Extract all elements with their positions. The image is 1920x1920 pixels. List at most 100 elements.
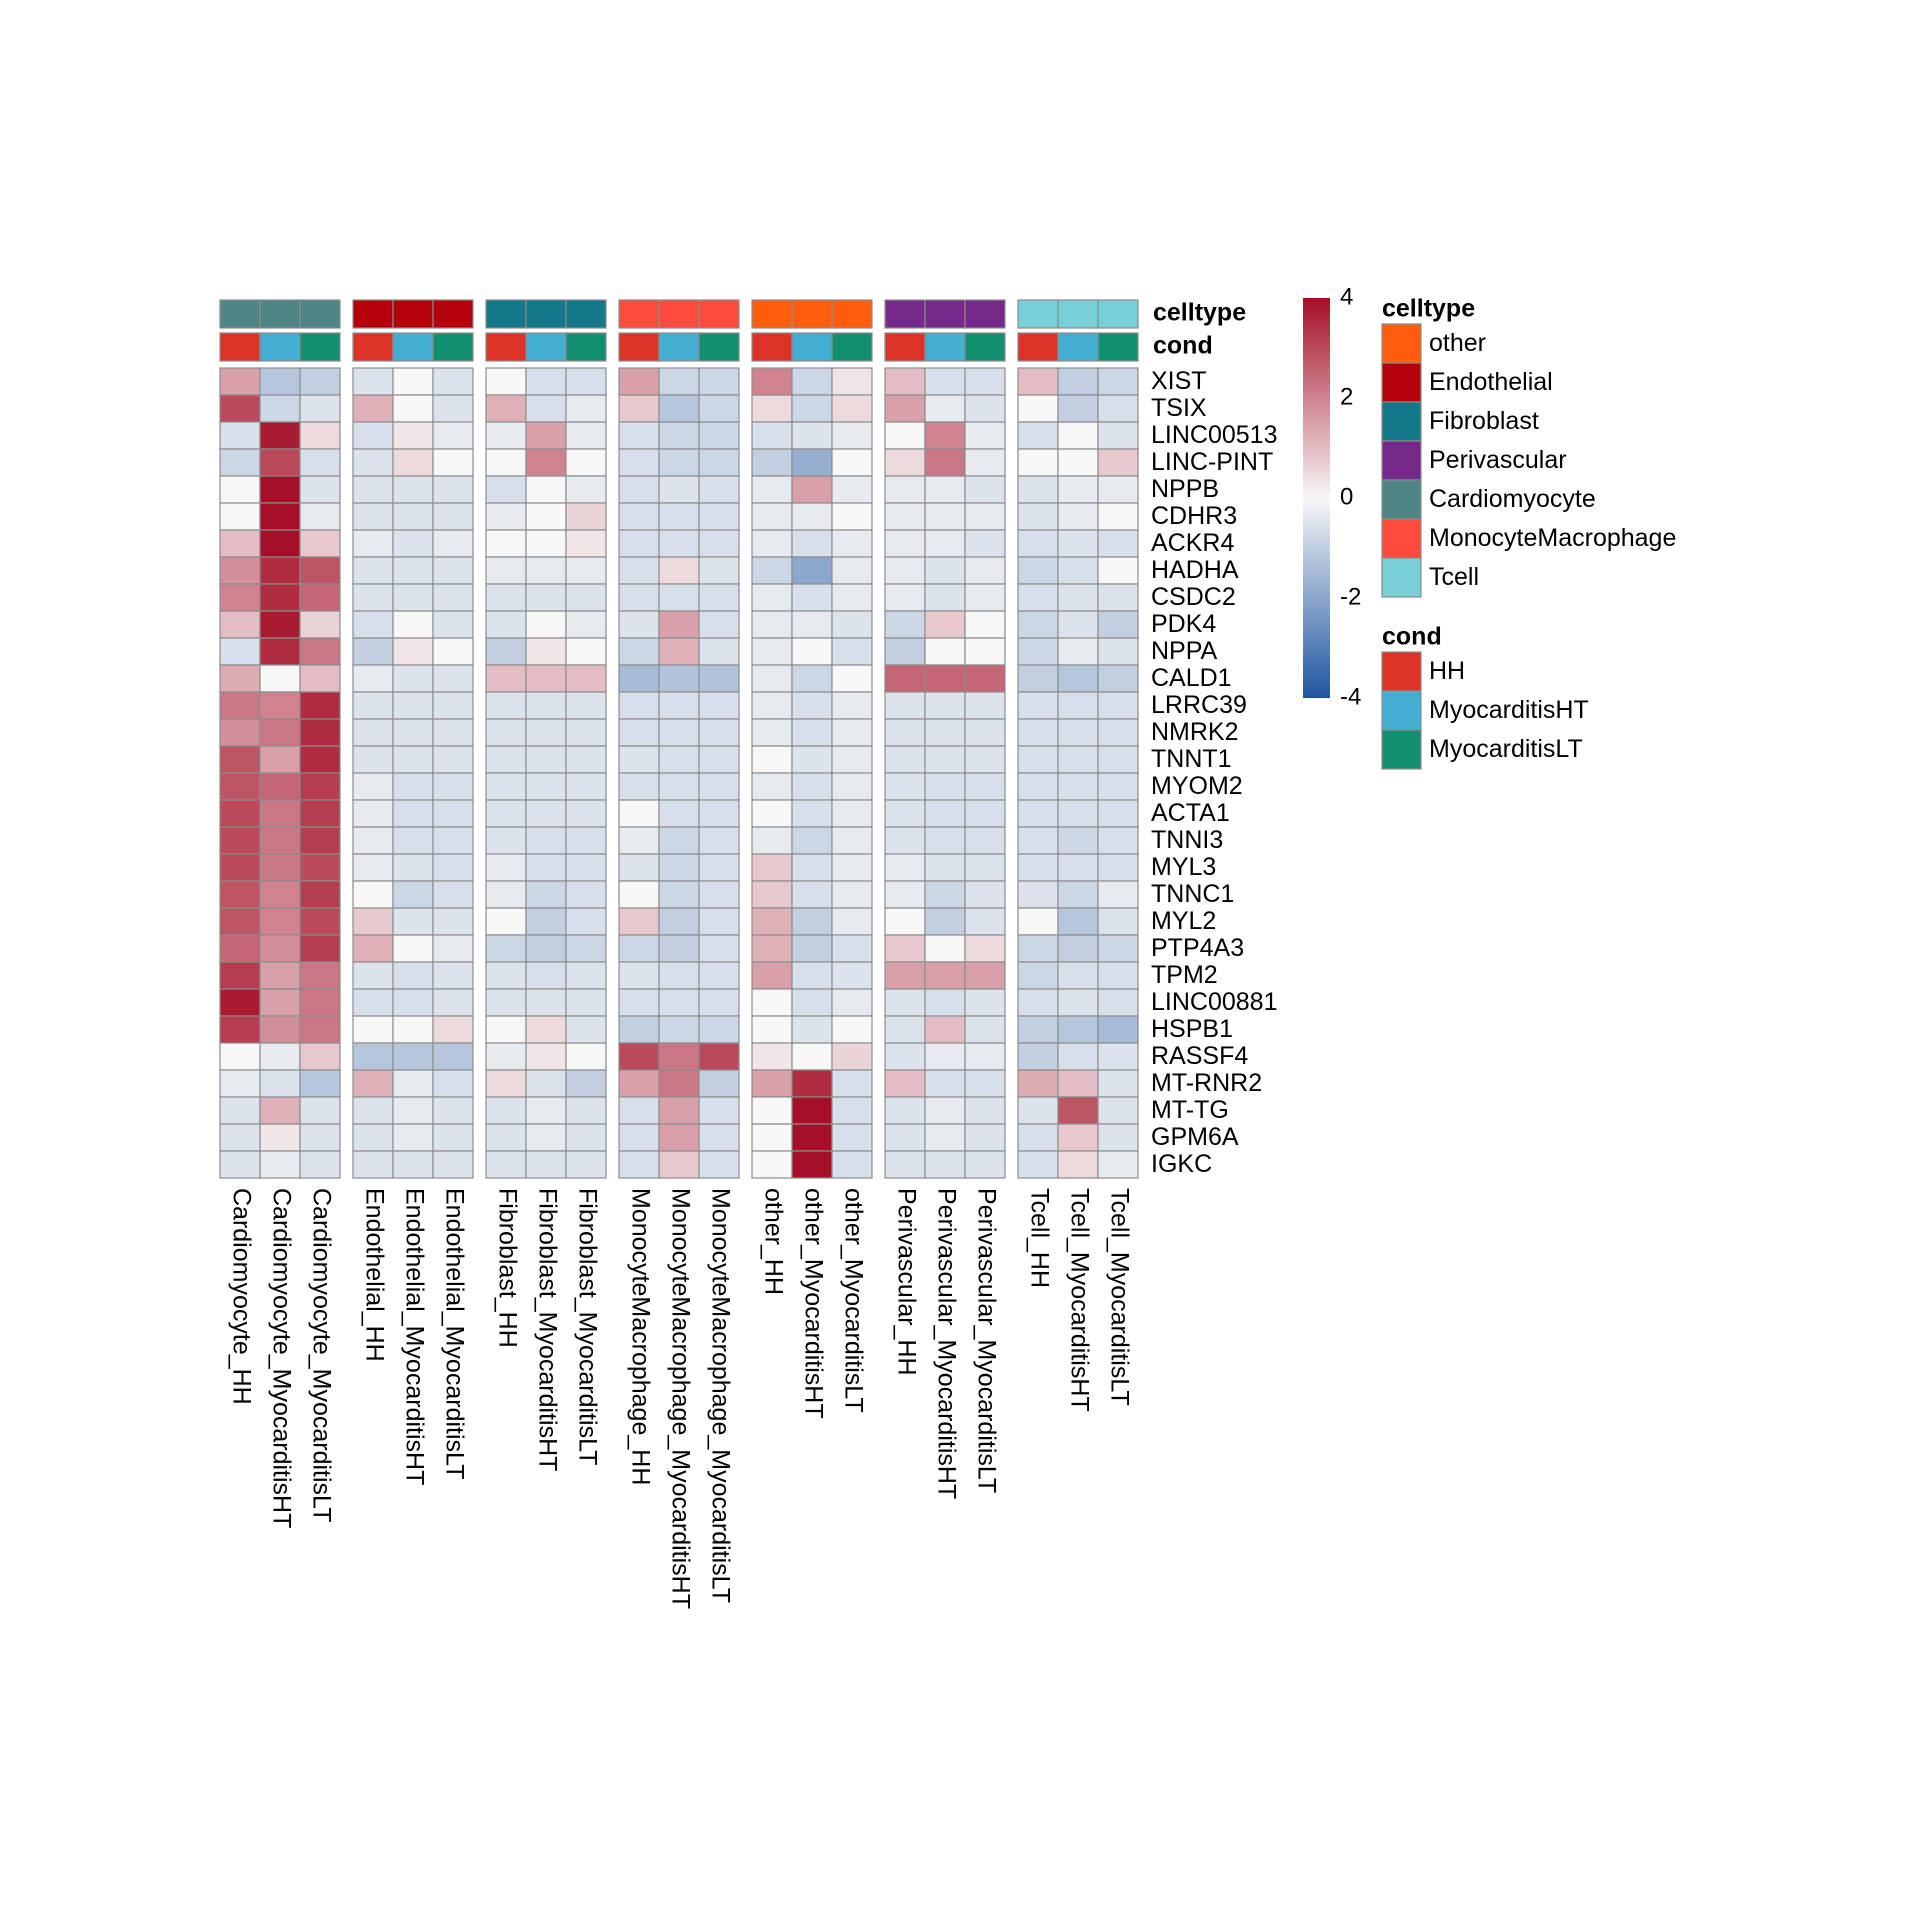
heatmap-cell	[964, 1150, 1006, 1179]
heatmap-cell	[964, 718, 1006, 747]
heatmap-cell	[618, 988, 660, 1017]
celltype-cell	[618, 299, 660, 329]
heatmap-cell	[565, 529, 607, 558]
heatmap-cell	[1097, 421, 1139, 450]
heatmap-cell	[1017, 556, 1059, 585]
heatmap-cell	[924, 745, 966, 774]
heatmap-cell	[485, 934, 527, 963]
heatmap-cell	[618, 664, 660, 693]
heatmap-cell	[884, 421, 926, 450]
heatmap-cell	[485, 421, 527, 450]
heatmap-cell	[658, 367, 700, 396]
heatmap-cell	[485, 448, 527, 477]
heatmap-cell	[618, 1096, 660, 1125]
heatmap-cell	[884, 1015, 926, 1044]
heatmap-cell	[565, 718, 607, 747]
heatmap-cell	[299, 637, 341, 666]
heatmap-cell	[432, 448, 474, 477]
heatmap-cell	[1097, 1015, 1139, 1044]
heatmap-cell	[219, 934, 261, 963]
heatmap-cell	[884, 745, 926, 774]
heatmap-cell	[924, 961, 966, 990]
heatmap-cell	[525, 907, 567, 936]
heatmap-cell	[658, 1015, 700, 1044]
heatmap-cell	[219, 1123, 261, 1152]
heatmap-cell	[259, 637, 301, 666]
heatmap-cell	[831, 502, 873, 531]
heatmap-cell	[1097, 1123, 1139, 1152]
legend-label: Fibroblast	[1429, 407, 1539, 435]
heatmap-cell	[658, 529, 700, 558]
heatmap-cell	[352, 448, 394, 477]
legend-label: MyocarditisHT	[1429, 696, 1589, 724]
heatmap-cell	[791, 718, 833, 747]
heatmap-cell	[964, 772, 1006, 801]
heatmap-cell	[751, 1042, 793, 1071]
heatmap-cell	[618, 610, 660, 639]
heatmap-cell	[299, 853, 341, 882]
legend-swatch	[1381, 651, 1422, 692]
heatmap-cell	[791, 1150, 833, 1179]
celltype-cell	[964, 299, 1006, 329]
heatmap-cell	[299, 1042, 341, 1071]
heatmap-cell	[219, 1150, 261, 1179]
heatmap-cell	[618, 1123, 660, 1152]
heatmap-cell	[392, 1042, 434, 1071]
row-label: IGKC	[1151, 1150, 1212, 1178]
heatmap-cell	[1097, 448, 1139, 477]
heatmap-cell	[1097, 772, 1139, 801]
heatmap-cell	[618, 772, 660, 801]
heatmap-cell	[698, 718, 740, 747]
heatmap-cell	[352, 988, 394, 1017]
heatmap-cell	[219, 745, 261, 774]
heatmap-cell	[751, 988, 793, 1017]
heatmap-cell	[791, 880, 833, 909]
legend-swatch	[1381, 557, 1422, 598]
heatmap-cell	[964, 907, 1006, 936]
heatmap-cell	[698, 394, 740, 423]
heatmap-cell	[352, 880, 394, 909]
heatmap-cell	[432, 961, 474, 990]
heatmap-cell	[219, 961, 261, 990]
heatmap-cell	[392, 853, 434, 882]
heatmap-cell	[831, 826, 873, 855]
heatmap-cell	[565, 826, 607, 855]
heatmap-cell	[565, 1123, 607, 1152]
heatmap-cell	[618, 1042, 660, 1071]
heatmap-cell	[698, 637, 740, 666]
heatmap-cell	[565, 664, 607, 693]
row-label: LINC00513	[1151, 421, 1277, 449]
heatmap-cell	[219, 907, 261, 936]
heatmap-cell	[924, 1042, 966, 1071]
heatmap-cell	[1097, 1150, 1139, 1179]
heatmap-cell	[964, 448, 1006, 477]
heatmap-cell	[525, 853, 567, 882]
heatmap-cell	[1097, 502, 1139, 531]
heatmap-cell	[791, 475, 833, 504]
heatmap-cell	[1057, 880, 1099, 909]
heatmap-cell	[1057, 475, 1099, 504]
heatmap-cell	[618, 583, 660, 612]
column-label: Perivascular_HH	[892, 1188, 920, 1376]
legend-swatch	[1381, 479, 1422, 520]
heatmap-cell	[751, 529, 793, 558]
heatmap-cell	[565, 1150, 607, 1179]
heatmap-cell	[698, 1015, 740, 1044]
heatmap-cell	[884, 637, 926, 666]
heatmap-cell	[1017, 1096, 1059, 1125]
heatmap-cell	[1017, 502, 1059, 531]
heatmap-cell	[259, 610, 301, 639]
heatmap-cell	[791, 421, 833, 450]
heatmap-cell	[831, 529, 873, 558]
heatmap-cell	[884, 691, 926, 720]
heatmap-cell	[924, 664, 966, 693]
heatmap-cell	[392, 745, 434, 774]
heatmap-cell	[565, 961, 607, 990]
heatmap-cell	[831, 799, 873, 828]
heatmap-cell	[884, 880, 926, 909]
legend-swatch	[1381, 440, 1422, 481]
heatmap-cell	[1057, 448, 1099, 477]
heatmap-cell	[485, 826, 527, 855]
heatmap-cell	[432, 853, 474, 882]
row-label: CALD1	[1151, 664, 1232, 692]
